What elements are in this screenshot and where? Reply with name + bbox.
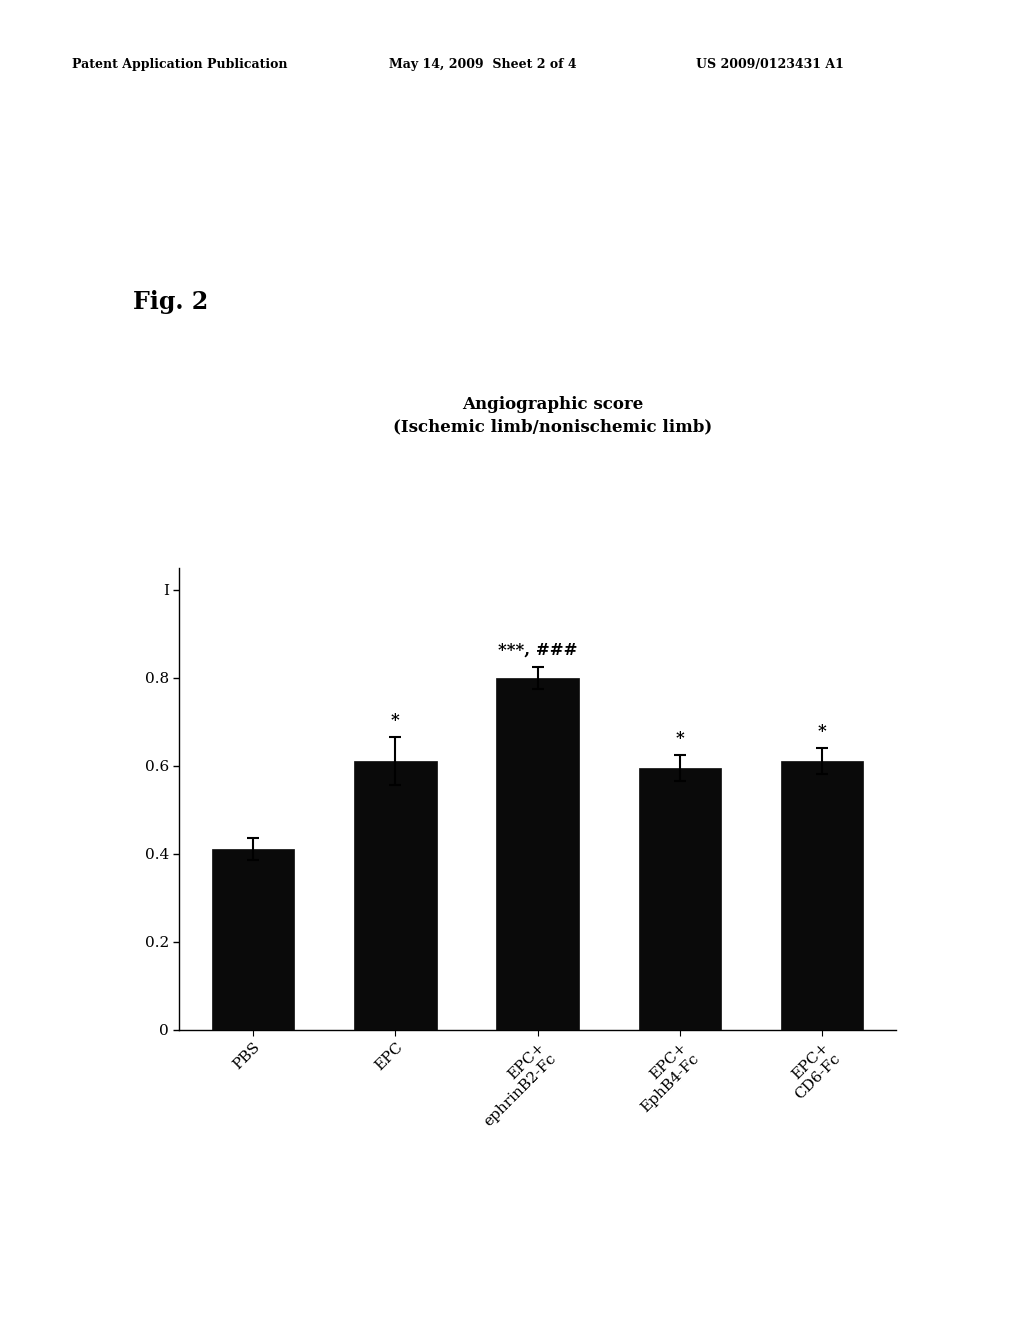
Text: ***, ###: ***, ### [498,642,578,659]
Text: May 14, 2009  Sheet 2 of 4: May 14, 2009 Sheet 2 of 4 [389,58,577,71]
Bar [639,768,721,1030]
Text: Patent Application Publication: Patent Application Publication [72,58,287,71]
Text: Fig. 2: Fig. 2 [133,290,208,314]
Bar [497,677,579,1030]
Bar [781,762,863,1030]
Text: Angiographic score
(Ischemic limb/nonischemic limb): Angiographic score (Ischemic limb/nonisc… [393,396,713,436]
Text: *: * [391,711,399,729]
Text: *: * [818,723,826,741]
Bar [354,762,436,1030]
Bar [212,849,294,1030]
Text: US 2009/0123431 A1: US 2009/0123431 A1 [696,58,844,71]
Text: *: * [676,730,684,747]
